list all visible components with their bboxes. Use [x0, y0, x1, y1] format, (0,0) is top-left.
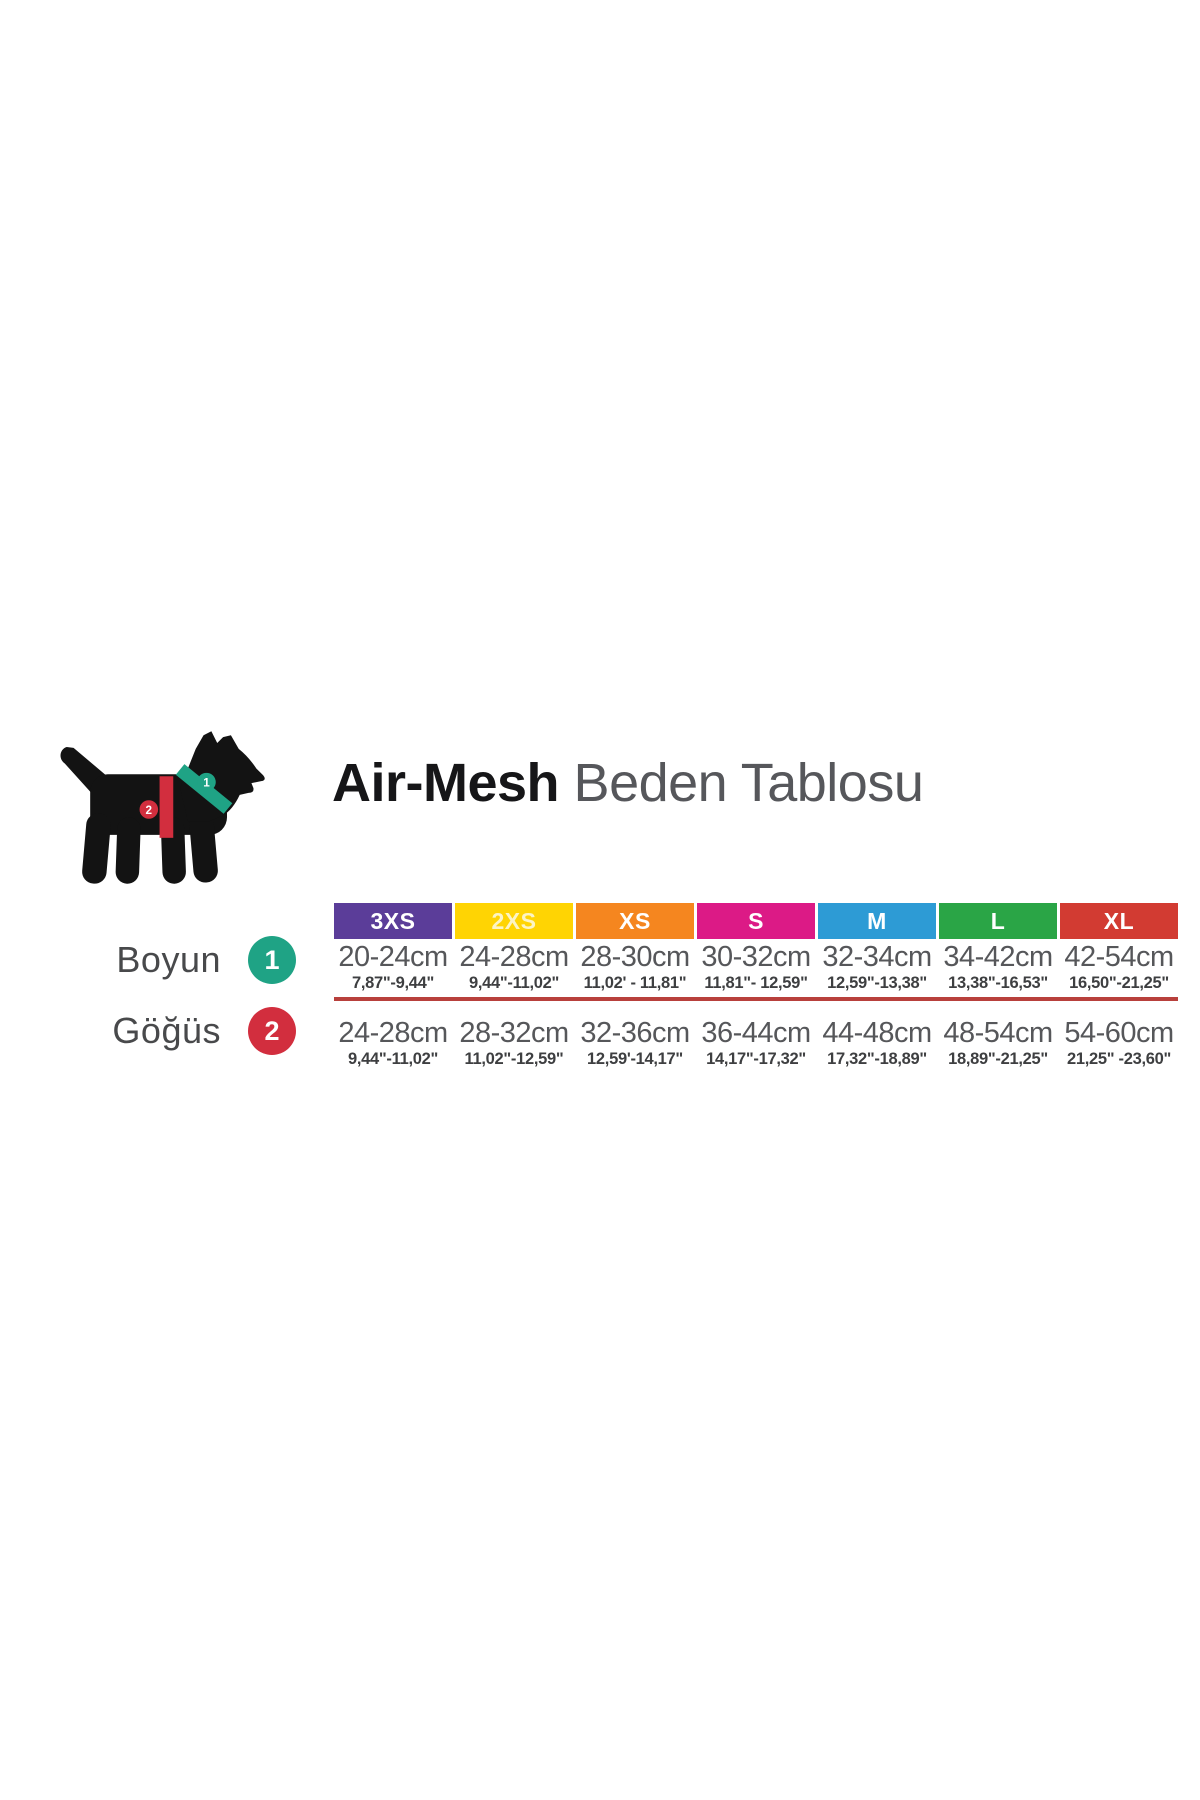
chest-cm-value: 54-60cm: [1064, 1017, 1174, 1049]
chest-measure-cell: 36-44cm 14,17"-17,32": [697, 1017, 815, 1068]
size-header-cell: XS: [576, 903, 694, 939]
title-brand: Air-Mesh: [332, 753, 560, 813]
chest-cm-value: 28-32cm: [459, 1017, 569, 1049]
neck-cm-value: 32-34cm: [822, 941, 932, 973]
chest-measure-cell: 44-48cm 17,32"-18,89": [818, 1017, 936, 1068]
neck-inch-value: 13,38"-16,53": [948, 974, 1048, 992]
neck-measurements-row: 20-24cm 7,87"-9,44" 24-28cm 9,44"-11,02"…: [334, 941, 1178, 992]
neck-cm-value: 30-32cm: [701, 941, 811, 973]
size-header-cell: XL: [1060, 903, 1178, 939]
neck-cm-value: 28-30cm: [580, 941, 690, 973]
chest-measure-cell: 54-60cm 21,25" -23,60": [1060, 1017, 1178, 1068]
neck-cm-value: 34-42cm: [943, 941, 1053, 973]
neck-inch-value: 11,81"- 12,59": [704, 974, 808, 992]
neck-cm-value: 20-24cm: [338, 941, 448, 973]
row-divider: [334, 997, 1178, 1001]
neck-measure-cell: 30-32cm 11,81"- 12,59": [697, 941, 815, 992]
chest-inch-value: 11,02"-12,59": [464, 1050, 564, 1068]
dog-illustration: 1 2: [55, 723, 270, 895]
chest-cm-value: 24-28cm: [338, 1017, 448, 1049]
neck-inch-value: 11,02' - 11,81": [583, 974, 687, 992]
chest-marker-badge: 2: [139, 800, 159, 819]
neck-inch-value: 12,59"-13,38": [827, 974, 927, 992]
chest-row-label: Göğüs 2: [95, 1007, 296, 1055]
neck-number-badge: 1: [248, 936, 296, 984]
neck-inch-value: 16,50"-21,25": [1069, 974, 1169, 992]
neck-label-text: Boyun: [116, 939, 221, 980]
neck-marker-number: 1: [203, 777, 210, 790]
size-header-cell: S: [697, 903, 815, 939]
neck-measure-cell: 20-24cm 7,87"-9,44": [334, 941, 452, 992]
neck-measure-cell: 24-28cm 9,44"-11,02": [455, 941, 573, 992]
neck-inch-value: 9,44"-11,02": [468, 974, 560, 992]
chest-inch-value: 21,25" -23,60": [1066, 1050, 1172, 1068]
chest-measure-cell: 32-36cm 12,59'-14,17": [576, 1017, 694, 1068]
neck-measure-cell: 28-30cm 11,02' - 11,81": [576, 941, 694, 992]
chest-band: [159, 776, 174, 838]
chest-cm-value: 48-54cm: [943, 1017, 1053, 1049]
chest-cm-value: 32-36cm: [580, 1017, 690, 1049]
neck-row-label: Boyun 1: [95, 936, 296, 984]
chest-inch-value: 17,32"-18,89": [827, 1050, 927, 1068]
chest-label-text: Göğüs: [112, 1010, 221, 1051]
chest-inch-value: 14,17"-17,32": [706, 1050, 806, 1068]
chest-measure-cell: 24-28cm 9,44"-11,02": [334, 1017, 452, 1068]
chest-inch-value: 9,44"-11,02": [347, 1050, 439, 1068]
size-header-cell: 3XS: [334, 903, 452, 939]
chest-cm-value: 36-44cm: [701, 1017, 811, 1049]
chest-inch-value: 12,59'-14,17": [587, 1050, 683, 1068]
chest-marker-number: 2: [146, 804, 153, 817]
neck-cm-value: 24-28cm: [459, 941, 569, 973]
chest-number-badge: 2: [248, 1007, 296, 1055]
neck-measure-cell: 42-54cm 16,50"-21,25": [1060, 941, 1178, 992]
chest-measurements-row: 24-28cm 9,44"-11,02" 28-32cm 11,02"-12,5…: [334, 1017, 1178, 1068]
size-header-row: 3XS 2XS XS S M L XL: [334, 903, 1178, 939]
page-title: Air-Mesh Beden Tablosu: [332, 752, 924, 814]
chest-inch-value: 18,89"-21,25": [948, 1050, 1048, 1068]
dog-silhouette-svg: 1 2: [60, 731, 265, 884]
neck-measure-cell: 34-42cm 13,38"-16,53": [939, 941, 1057, 992]
neck-inch-value: 7,87"-9,44": [351, 974, 435, 992]
neck-marker-badge: 1: [197, 772, 216, 792]
neck-measure-cell: 32-34cm 12,59"-13,38": [818, 941, 936, 992]
size-header-cell: 2XS: [455, 903, 573, 939]
dog-silhouette: [60, 731, 265, 884]
chest-cm-value: 44-48cm: [822, 1017, 932, 1049]
size-header-cell: L: [939, 903, 1057, 939]
size-table: 3XS 2XS XS S M L XL 20-24cm 7,87"-9,44" …: [334, 903, 1178, 1068]
neck-cm-value: 42-54cm: [1064, 941, 1174, 973]
size-header-cell: M: [818, 903, 936, 939]
chest-measure-cell: 28-32cm 11,02"-12,59": [455, 1017, 573, 1068]
chest-measure-cell: 48-54cm 18,89"-21,25": [939, 1017, 1057, 1068]
title-subtitle: Beden Tablosu: [573, 753, 924, 813]
